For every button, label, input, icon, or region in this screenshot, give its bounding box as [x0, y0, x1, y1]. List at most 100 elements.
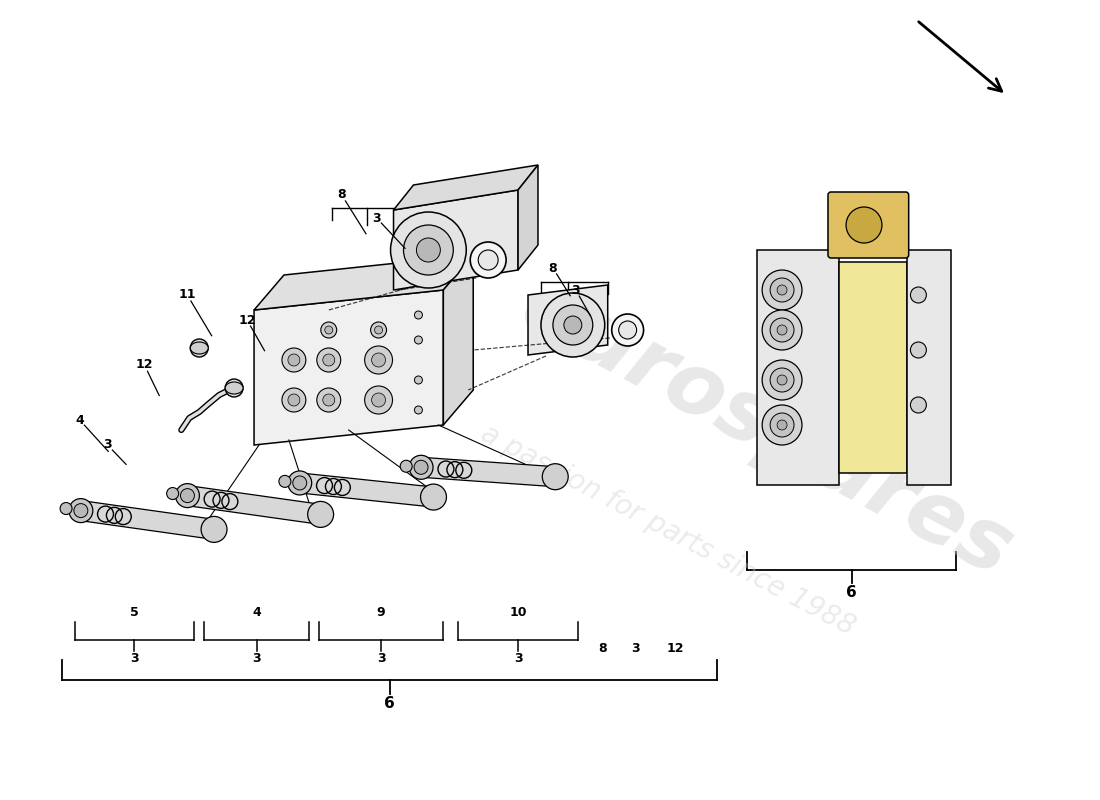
Circle shape: [317, 348, 341, 372]
Text: 8: 8: [338, 189, 346, 202]
Circle shape: [293, 476, 307, 490]
Polygon shape: [79, 501, 216, 539]
Circle shape: [762, 360, 802, 400]
Circle shape: [415, 311, 422, 319]
Circle shape: [322, 354, 334, 366]
Circle shape: [618, 321, 637, 339]
Text: 11: 11: [178, 289, 196, 302]
Text: 10: 10: [509, 606, 527, 618]
Circle shape: [317, 388, 341, 412]
Polygon shape: [186, 486, 322, 524]
Circle shape: [288, 394, 300, 406]
Polygon shape: [528, 285, 607, 355]
Circle shape: [288, 354, 300, 366]
Ellipse shape: [190, 342, 208, 354]
Circle shape: [190, 339, 208, 357]
Circle shape: [846, 207, 882, 243]
Text: 3: 3: [130, 652, 139, 666]
Polygon shape: [443, 255, 473, 425]
Circle shape: [282, 388, 306, 412]
Circle shape: [417, 238, 440, 262]
Circle shape: [324, 326, 333, 334]
Text: 3: 3: [514, 652, 522, 666]
FancyBboxPatch shape: [906, 250, 952, 485]
Circle shape: [375, 326, 383, 334]
Circle shape: [415, 406, 422, 414]
Polygon shape: [394, 165, 538, 210]
Circle shape: [74, 504, 88, 518]
Circle shape: [167, 487, 178, 499]
Circle shape: [770, 278, 794, 302]
Text: 3: 3: [103, 438, 112, 451]
Circle shape: [404, 225, 453, 275]
Circle shape: [226, 379, 243, 397]
Text: 3: 3: [372, 211, 381, 225]
Circle shape: [770, 318, 794, 342]
Circle shape: [777, 375, 786, 385]
Text: 3: 3: [377, 652, 385, 666]
Circle shape: [180, 489, 195, 502]
Text: 9: 9: [377, 606, 385, 618]
Circle shape: [364, 346, 393, 374]
Text: 12: 12: [667, 642, 684, 654]
Circle shape: [282, 348, 306, 372]
Ellipse shape: [226, 382, 243, 394]
Circle shape: [69, 498, 92, 522]
Circle shape: [372, 353, 386, 367]
Circle shape: [777, 285, 786, 295]
Text: 6: 6: [846, 585, 857, 600]
Text: a passion for parts since 1988: a passion for parts since 1988: [475, 419, 859, 641]
Polygon shape: [299, 473, 435, 507]
Text: 12: 12: [239, 314, 256, 326]
Circle shape: [279, 475, 290, 487]
Circle shape: [612, 314, 643, 346]
Circle shape: [201, 516, 227, 542]
Circle shape: [288, 471, 311, 495]
Circle shape: [478, 250, 498, 270]
Circle shape: [195, 343, 205, 353]
Circle shape: [390, 212, 466, 288]
Circle shape: [470, 242, 506, 278]
Polygon shape: [518, 165, 538, 270]
Circle shape: [762, 270, 802, 310]
Circle shape: [321, 322, 337, 338]
Text: 5: 5: [130, 606, 139, 618]
Text: 3: 3: [631, 642, 640, 654]
Circle shape: [911, 342, 926, 358]
Text: 6: 6: [384, 697, 395, 711]
Circle shape: [777, 325, 786, 335]
Text: 3: 3: [252, 652, 261, 666]
Circle shape: [60, 502, 72, 514]
Polygon shape: [254, 290, 443, 445]
Circle shape: [409, 455, 433, 479]
Circle shape: [400, 460, 412, 472]
Text: 12: 12: [135, 358, 153, 371]
Polygon shape: [254, 255, 473, 310]
Circle shape: [541, 293, 605, 357]
Polygon shape: [394, 190, 518, 290]
Circle shape: [415, 376, 422, 384]
Text: 4: 4: [75, 414, 84, 426]
Circle shape: [176, 484, 199, 508]
Circle shape: [308, 502, 333, 527]
Circle shape: [770, 368, 794, 392]
Circle shape: [762, 405, 802, 445]
Circle shape: [414, 460, 428, 474]
Circle shape: [322, 394, 334, 406]
Text: 3: 3: [572, 283, 580, 297]
Circle shape: [777, 420, 786, 430]
Circle shape: [762, 310, 802, 350]
Text: 8: 8: [598, 642, 607, 654]
Circle shape: [542, 464, 569, 490]
Text: 8: 8: [549, 262, 558, 274]
Circle shape: [229, 383, 239, 393]
Circle shape: [371, 322, 386, 338]
Text: eurospares: eurospares: [507, 266, 1027, 594]
Circle shape: [372, 393, 386, 407]
Circle shape: [364, 386, 393, 414]
Circle shape: [420, 484, 447, 510]
FancyBboxPatch shape: [828, 192, 909, 258]
FancyBboxPatch shape: [839, 262, 906, 473]
Text: 4: 4: [252, 606, 261, 618]
Circle shape: [415, 336, 422, 344]
